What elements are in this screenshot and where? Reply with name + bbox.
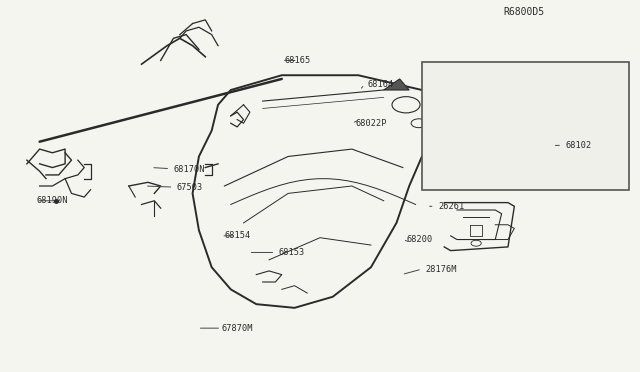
Bar bbox=[422, 62, 629, 190]
Text: R6800D5: R6800D5 bbox=[503, 7, 545, 17]
Text: 67870M: 67870M bbox=[221, 324, 253, 333]
Polygon shape bbox=[384, 79, 409, 90]
Text: 28176M: 28176M bbox=[425, 264, 457, 273]
Text: 26261: 26261 bbox=[438, 202, 464, 211]
Text: 67503: 67503 bbox=[177, 183, 203, 192]
Text: 68165: 68165 bbox=[285, 56, 311, 65]
Text: 68154: 68154 bbox=[225, 231, 251, 240]
Text: 68164: 68164 bbox=[368, 80, 394, 89]
Text: 68102: 68102 bbox=[565, 141, 591, 150]
Text: 68200: 68200 bbox=[406, 235, 432, 244]
Text: 68190N: 68190N bbox=[36, 196, 68, 205]
Text: 68170N: 68170N bbox=[173, 165, 205, 174]
Text: 68022P: 68022P bbox=[355, 119, 387, 128]
Text: 68153: 68153 bbox=[278, 248, 305, 257]
